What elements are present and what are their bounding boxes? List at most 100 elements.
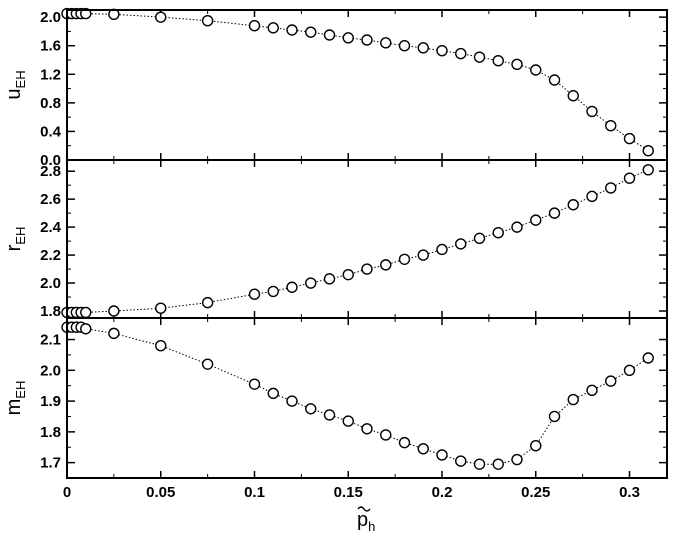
data-point: [155, 11, 167, 23]
data-point: [586, 190, 598, 203]
series-line: [67, 169, 649, 313]
y-tick-label: 2.0: [40, 275, 61, 292]
data-point: [623, 364, 636, 377]
y-tick-label: 2.1: [40, 332, 61, 349]
data-point: [323, 29, 336, 41]
data-point: [642, 145, 654, 157]
x-tick-label: 0: [63, 484, 71, 501]
data-point: [361, 423, 373, 435]
data-point: [108, 305, 120, 317]
y-tick-label: 1.7: [40, 455, 61, 472]
data-point: [201, 358, 214, 370]
data-point: [511, 221, 523, 233]
data-point: [417, 249, 429, 261]
data-point: [342, 415, 354, 427]
data-point: [567, 199, 579, 211]
data-point: [417, 42, 429, 54]
data-point: [398, 436, 411, 449]
data-point: [473, 232, 486, 245]
data-point: [398, 40, 411, 52]
y-tick-label: 2.2: [40, 247, 61, 264]
series-line: [67, 326, 649, 465]
data-point: [455, 47, 467, 60]
data-point: [605, 375, 617, 387]
data-point: [605, 120, 617, 132]
data-point: [286, 281, 298, 293]
data-point: [473, 51, 486, 63]
x-axis-label-main: p: [357, 509, 368, 531]
y-tick-label: 1.9: [40, 393, 61, 410]
data-point: [492, 55, 504, 67]
data-point: [642, 352, 654, 364]
data-point: [108, 327, 120, 340]
data-point: [80, 306, 92, 319]
y-tick-label: 1.8: [40, 303, 61, 320]
data-point: [436, 449, 448, 461]
data-point: [380, 37, 392, 49]
data-point: [248, 20, 261, 32]
data-point: [436, 243, 448, 256]
data-point: [586, 105, 598, 118]
data-point: [286, 395, 298, 407]
data-point: [492, 227, 504, 239]
data-point: [248, 378, 261, 390]
data-point: [567, 393, 579, 406]
y-axis-label-main: u: [3, 88, 25, 99]
x-tick-label: 0.25: [521, 484, 550, 501]
y-axis-label-main: m: [3, 399, 25, 416]
data-point: [267, 285, 279, 298]
y-tick-label: 0.8: [40, 95, 61, 112]
x-tick-label: 0.3: [619, 484, 640, 501]
data-point: [567, 90, 579, 102]
data-point: [323, 273, 336, 285]
data-point: [623, 172, 636, 184]
y-axis-label-subscript: EH: [13, 227, 28, 245]
x-tick-label: 0.1: [244, 484, 265, 501]
data-point: [361, 34, 373, 46]
data-point: [342, 268, 354, 281]
data-point: [398, 253, 411, 265]
data-point: [361, 263, 373, 275]
data-point: [380, 259, 392, 271]
x-tick-label: 0.05: [146, 484, 175, 501]
data-point: [305, 26, 317, 38]
data-point: [417, 443, 429, 455]
data-point: [455, 455, 467, 467]
y-tick-label: 2.4: [40, 219, 62, 236]
data-point: [623, 132, 636, 145]
y-tick-label: 2.0: [40, 9, 61, 26]
data-point: [511, 453, 523, 466]
data-point: [586, 384, 598, 397]
y-tick-label: 1.2: [40, 66, 61, 83]
data-point: [511, 58, 523, 70]
y-axis-label-subscript: EH: [13, 381, 28, 399]
data-point: [155, 339, 167, 352]
plot-frame: [66, 9, 668, 161]
data-point: [267, 387, 279, 400]
x-axis-label-subscript: h: [368, 519, 375, 534]
data-point: [305, 277, 317, 289]
data-point: [436, 45, 448, 57]
x-tick-label: 0.2: [432, 484, 453, 501]
panel-1: 1.8 2.0 2.2 2.4 2.6 2.8: [40, 159, 668, 320]
data-point: [380, 429, 392, 441]
y-axis-label: uEH: [3, 70, 28, 99]
data-point: [80, 323, 92, 335]
data-point: [155, 302, 167, 314]
y-tick-label: 2.8: [40, 163, 61, 180]
panel-0: 0.0 0.4 0.8 1.2 1.6 2.0: [40, 7, 668, 169]
data-point: [201, 15, 214, 27]
data-point: [492, 458, 504, 470]
data-point: [305, 403, 317, 415]
y-tick-label: 0.0: [40, 152, 61, 169]
data-point: [530, 214, 542, 226]
series-line: [67, 13, 649, 152]
data-point: [530, 64, 542, 76]
data-point: [80, 7, 92, 20]
data-point: [267, 22, 279, 34]
tilde-accent-icon: [357, 506, 371, 512]
y-tick-label: 1.8: [40, 424, 61, 441]
y-tick-label: 2.0: [40, 362, 61, 379]
y-tick-label: 0.4: [40, 123, 62, 140]
